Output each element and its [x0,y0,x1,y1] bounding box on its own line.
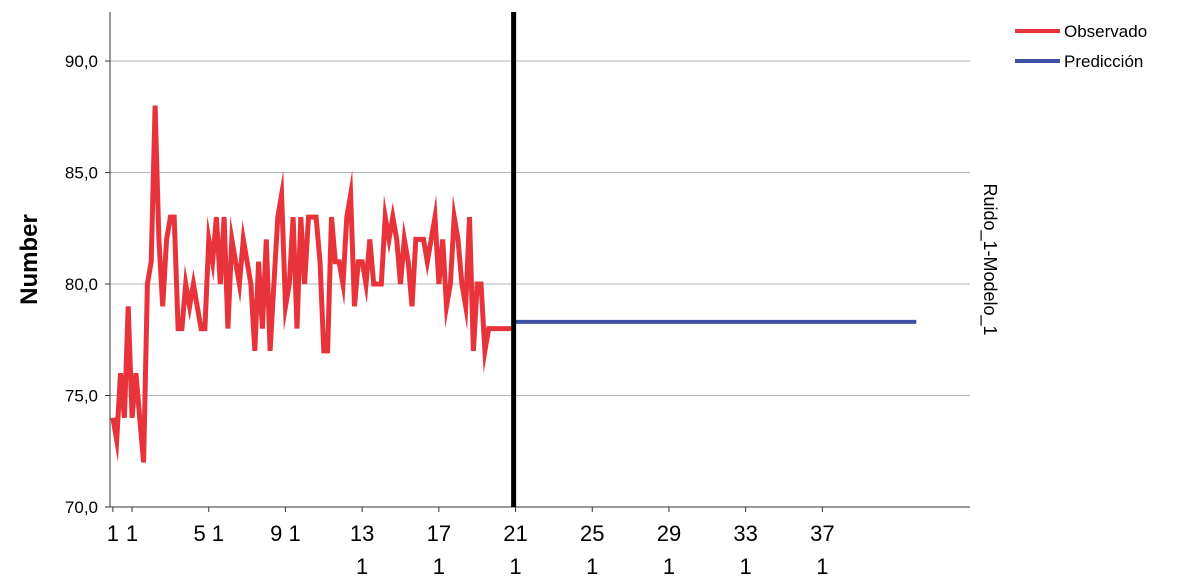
x-tick-label-line: 1 [740,554,752,579]
x-tick-label-line: 1 [816,554,828,579]
x-tick-label-line: 29 [657,521,681,546]
legend: Observado Predicción [1015,22,1147,71]
y-tick-label: 75,0 [65,387,98,406]
x-tick-label: 33 1 [733,521,757,579]
x-tick-label: 17 1 [427,521,451,579]
x-tick-label: 37 1 [810,521,834,579]
x-tick-label: 1 [126,521,138,546]
x-tick-label: 29 1 [657,521,681,579]
x-tick-label: 25 1 [580,521,604,579]
y-tick-label: 85,0 [65,164,98,183]
x-tick-label-line: 1 [586,554,598,579]
y-tick-label: 70,0 [65,498,98,517]
x-tick-label-line: 1 [107,521,119,546]
x-tick-label: 1 [107,521,119,546]
x-tick-label-line: 21 [503,521,527,546]
x-tick-label-line: 9 1 [270,521,301,546]
x-tick-label-line: 1 [509,554,521,579]
y-tick-label: 80,0 [65,275,98,294]
x-tick-label-line: 33 [733,521,757,546]
x-tick-label-line: 17 [427,521,451,546]
x-tick-label-line: 25 [580,521,604,546]
x-tick-label: 9 1 [270,521,301,546]
gridlines [110,60,970,397]
panel-label: Ruido_1-Modelo_1 [979,183,1000,335]
x-tick-label: 21 1 [503,521,527,579]
legend-label-observado: Observado [1064,22,1147,41]
x-tick-label-line: 1 [433,554,445,579]
x-tick-label: 13 1 [350,521,374,579]
y-tick-labels: 70,0 75,0 80,0 85,0 90,0 [65,52,110,517]
x-tick-label-line: 1 [356,554,368,579]
y-tick-label: 90,0 [65,52,98,71]
series-line-observado [110,105,512,463]
x-tick-label: 5 1 [193,521,224,546]
x-tick-label-line: 1 [663,554,675,579]
x-tick-label-line: 37 [810,521,834,546]
x-tick-label-line: 13 [350,521,374,546]
legend-label-prediccion: Predicción [1064,52,1143,71]
x-tick-label-line: 1 [126,521,138,546]
axes [109,12,970,508]
y-axis-label: Number [16,214,43,305]
x-tick-label-line: 5 1 [193,521,224,546]
series [110,105,917,463]
